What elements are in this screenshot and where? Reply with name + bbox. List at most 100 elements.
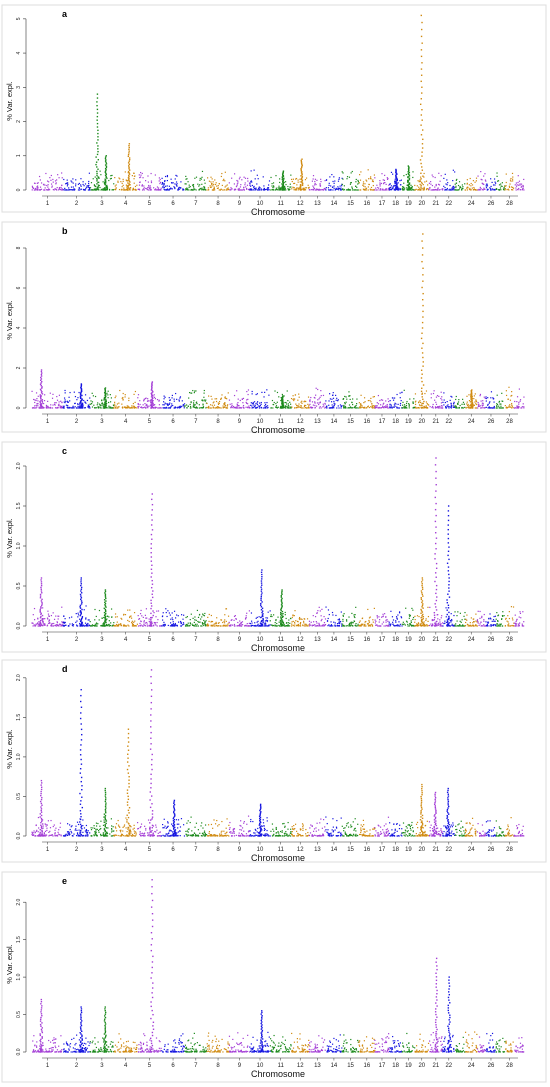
snp-point — [249, 183, 251, 185]
peak-snp-point — [299, 185, 302, 187]
snp-point — [51, 186, 53, 188]
snp-point — [285, 189, 287, 191]
snp-point — [480, 187, 482, 190]
snp-point — [347, 189, 349, 191]
snp-point — [402, 623, 404, 626]
snp-point — [147, 181, 149, 183]
snp-point — [69, 391, 71, 394]
peak-snp-point — [40, 590, 43, 592]
x-tick-label-chr-14: 14 — [331, 201, 338, 207]
snp-point — [100, 189, 102, 191]
snp-point — [279, 186, 281, 189]
snp-point — [120, 623, 122, 625]
peak-snp-point — [79, 397, 82, 400]
snp-point — [480, 621, 482, 623]
snp-point — [85, 617, 87, 619]
snp-point — [466, 404, 469, 407]
snp-point — [137, 397, 139, 399]
snp-point — [464, 611, 466, 614]
snp-point — [245, 617, 247, 619]
snp-point — [519, 399, 522, 401]
snp-point — [185, 625, 187, 627]
snp-point — [462, 398, 464, 400]
snp-point — [91, 625, 93, 627]
snp-point — [510, 395, 512, 397]
snp-point — [46, 189, 48, 191]
peak-snp-point — [40, 615, 42, 618]
snp-point — [302, 624, 304, 626]
snp-point — [518, 403, 520, 405]
snp-point — [351, 189, 354, 191]
snp-point — [94, 407, 97, 409]
peak-snp-point — [40, 577, 43, 579]
snp-point — [337, 189, 340, 191]
snp-point — [298, 405, 300, 407]
snp-point — [386, 403, 388, 406]
snp-point — [435, 401, 437, 403]
snp-point — [177, 189, 179, 191]
snp-point — [37, 186, 39, 189]
snp-point — [231, 407, 233, 409]
peak-snp-point — [80, 386, 82, 388]
snp-point — [181, 400, 183, 402]
peak-snp-point — [96, 187, 98, 190]
snp-point — [114, 613, 117, 615]
snp-point — [240, 621, 242, 624]
peak-snp-point — [96, 183, 98, 185]
snp-point — [148, 400, 150, 402]
snp-point — [425, 405, 427, 407]
snp-point — [168, 189, 170, 191]
snp-point — [203, 623, 205, 625]
snp-point — [278, 188, 280, 190]
snp-point — [212, 189, 214, 191]
snp-point — [88, 172, 90, 174]
peak-snp-point — [129, 184, 131, 186]
snp-point — [430, 181, 432, 183]
snp-point — [454, 611, 456, 613]
snp-point — [215, 407, 217, 409]
peak-snp-point — [420, 74, 423, 76]
snp-point — [154, 404, 156, 406]
snp-point — [491, 620, 493, 622]
snp-point — [401, 623, 403, 625]
snp-point — [264, 622, 266, 624]
peak-snp-point — [421, 119, 423, 121]
snp-point — [224, 396, 226, 398]
snp-point — [423, 407, 425, 409]
snp-point — [66, 400, 68, 402]
snp-point — [218, 407, 220, 409]
snp-point — [352, 622, 354, 624]
snp-point — [37, 404, 39, 406]
peak-snp-point — [408, 188, 411, 191]
snp-point — [225, 397, 227, 400]
snp-point — [319, 183, 321, 185]
snp-point — [82, 183, 84, 186]
snp-point — [183, 189, 185, 191]
snp-point — [88, 182, 90, 185]
snp-point — [259, 402, 261, 404]
snp-point — [281, 183, 283, 185]
snp-point — [230, 407, 232, 409]
snp-point — [389, 403, 391, 405]
snp-point — [115, 405, 117, 407]
snp-point — [291, 188, 293, 190]
snp-point — [260, 188, 262, 190]
snp-point — [270, 614, 272, 616]
snp-point — [149, 187, 151, 190]
snp-point — [298, 618, 300, 620]
snp-point — [470, 625, 473, 627]
snp-point — [261, 623, 263, 625]
peak-snp-point — [422, 356, 424, 359]
snp-point — [263, 623, 265, 625]
snp-point — [208, 620, 210, 623]
peak-snp-point — [129, 181, 131, 183]
snp-point — [271, 185, 273, 187]
peak-snp-point — [80, 406, 82, 408]
snp-point — [217, 403, 220, 405]
snp-point — [394, 397, 396, 399]
snp-point — [514, 625, 516, 627]
peak-snp-point — [128, 172, 130, 174]
snp-point — [496, 612, 498, 614]
snp-point — [427, 403, 429, 406]
snp-point — [215, 622, 217, 625]
